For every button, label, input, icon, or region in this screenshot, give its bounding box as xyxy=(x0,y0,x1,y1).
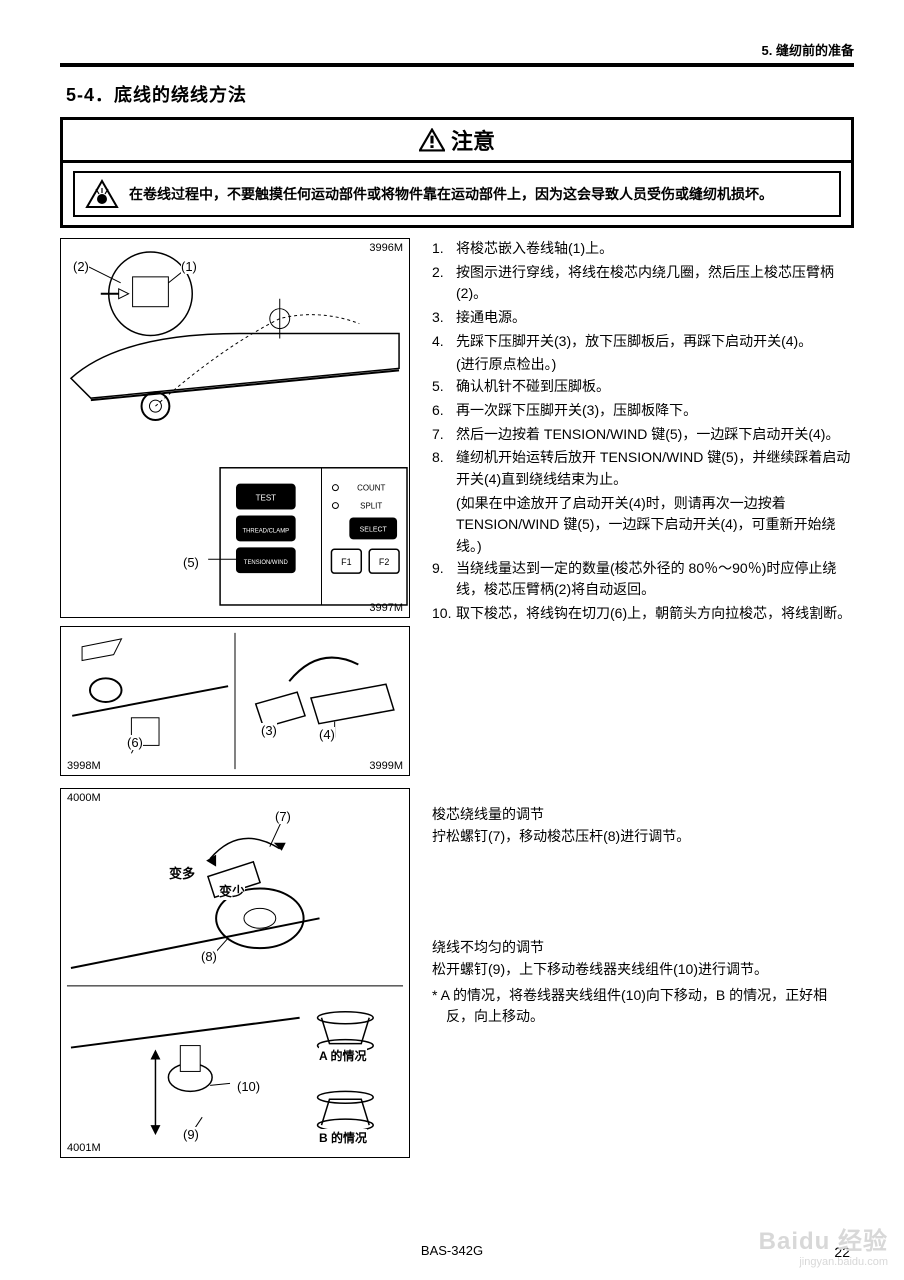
warning-icon xyxy=(419,128,445,152)
fig2-id-l: 3998M xyxy=(67,760,101,772)
adjust-uneven-note: * A 的情况，将卷线器夹线组件(10)向下移动，B 的情况，正好相反，向上移动… xyxy=(432,985,854,1028)
step-4-note: (进行原点检出。) xyxy=(432,354,854,376)
step-8-note: (如果在中途放开了启动开关(4)时，则请再次一边按着 TENSION/WIND … xyxy=(432,493,854,558)
callout-1: (1) xyxy=(181,259,197,274)
caution-label: 注意 xyxy=(451,124,495,156)
callout-8: (8) xyxy=(201,949,217,964)
fig3-id-top: 4000M xyxy=(67,792,101,804)
callout-9: (9) xyxy=(183,1127,199,1142)
btn-f1: F1 xyxy=(341,557,351,567)
header-rule xyxy=(60,63,854,67)
section-title: 5-4．底线的绕线方法 xyxy=(66,81,854,107)
caution-title: 注意 xyxy=(63,120,851,163)
step-3: 接通电源。 xyxy=(456,307,526,329)
btn-test: TEST xyxy=(256,494,276,503)
adjust-amount-title: 梭芯绕线量的调节 xyxy=(432,804,854,826)
instructions: 将梭芯嵌入卷线轴(1)上。 按图示进行穿线，将线在梭芯内绕几圈，然后压上梭芯压臂… xyxy=(432,238,854,784)
section-number: 5-4． xyxy=(66,85,114,105)
fig1-id: 3996M xyxy=(369,242,403,254)
adjust-uneven-title: 绕线不均匀的调节 xyxy=(432,937,854,959)
callout-10: (10) xyxy=(237,1079,260,1094)
callout-5: (5) xyxy=(183,555,199,570)
adjust-amount-text: 拧松螺钉(7)，移动梭芯压杆(8)进行调节。 xyxy=(432,826,854,848)
step-9: 当绕线量达到一定的数量(梭芯外径的 80％～90％)时应停止绕线，梭芯压臂柄(2… xyxy=(456,558,854,601)
figure-1: 3996M 3997M (2) (1) (5) xyxy=(60,238,410,618)
fig3-id-bottom: 4001M xyxy=(67,1142,101,1154)
callout-4: (4) xyxy=(319,727,335,742)
step-1: 将梭芯嵌入卷线轴(1)上。 xyxy=(456,238,613,260)
page-number: 22 xyxy=(834,1244,850,1260)
callout-7: (7) xyxy=(275,809,291,824)
step-2: 按图示进行穿线，将线在梭芯内绕几圈，然后压上梭芯压臂柄(2)。 xyxy=(456,262,854,305)
caution-box: 注意 在卷线过程中，不要触摸任何运动部件或将物件靠在运动部件上，因为这会导致人员… xyxy=(60,117,854,228)
step-5: 确认机针不碰到压脚板。 xyxy=(456,376,610,398)
hazard-icon xyxy=(85,179,119,209)
step-6: 再一次踩下压脚开关(3)，压脚板降下。 xyxy=(456,400,697,422)
figure-2: 3998M 3999M (3) (4) (6) xyxy=(60,626,410,776)
fig1-id2: 3997M xyxy=(369,602,403,614)
label-less: 变少 xyxy=(219,881,245,900)
btn-f2: F2 xyxy=(379,557,389,567)
step-7: 然后一边按着 TENSION/WIND 键(5)，一边踩下启动开关(4)。 xyxy=(456,424,839,446)
section-name: 底线的绕线方法 xyxy=(114,85,247,105)
callout-2: (2) xyxy=(73,259,89,274)
figure-3: 4000M 4001M (7) 变多 变少 (8) (10) (9) A 的情况… xyxy=(60,788,410,1158)
btn-tension: TENSION/WIND xyxy=(244,560,289,566)
btn-select: SELECT xyxy=(360,526,388,533)
caution-text: 在卷线过程中，不要触摸任何运动部件或将物件靠在运动部件上，因为这会导致人员受伤或… xyxy=(129,184,773,204)
step-8: 缝纫机开始运转后放开 TENSION/WIND 键(5)，并继续踩着启动开关(4… xyxy=(456,447,854,490)
label-more: 变多 xyxy=(169,863,195,882)
btn-thread: THREAD/CLAMP xyxy=(243,528,290,534)
step-4: 先踩下压脚开关(3)，放下压脚板后，再踩下启动开关(4)。 xyxy=(456,331,812,353)
adjust-uneven-text: 松开螺钉(9)，上下移动卷线器夹线组件(10)进行调节。 xyxy=(432,959,854,981)
fig2-id-r: 3999M xyxy=(369,760,403,772)
label-case-b: B 的情况 xyxy=(319,1129,367,1146)
label-case-a: A 的情况 xyxy=(319,1047,367,1064)
footer-model: BAS-342G xyxy=(0,1243,904,1258)
callout-6: (6) xyxy=(127,735,143,750)
lbl-count: COUNT xyxy=(357,484,385,493)
lbl-split: SPLIT xyxy=(360,502,382,511)
step-10: 取下梭芯，将线钩在切刀(6)上，朝箭头方向拉梭芯，将线割断。 xyxy=(456,603,851,625)
chapter-header: 5. 缝纫前的准备 xyxy=(60,40,854,63)
callout-3: (3) xyxy=(261,723,277,738)
